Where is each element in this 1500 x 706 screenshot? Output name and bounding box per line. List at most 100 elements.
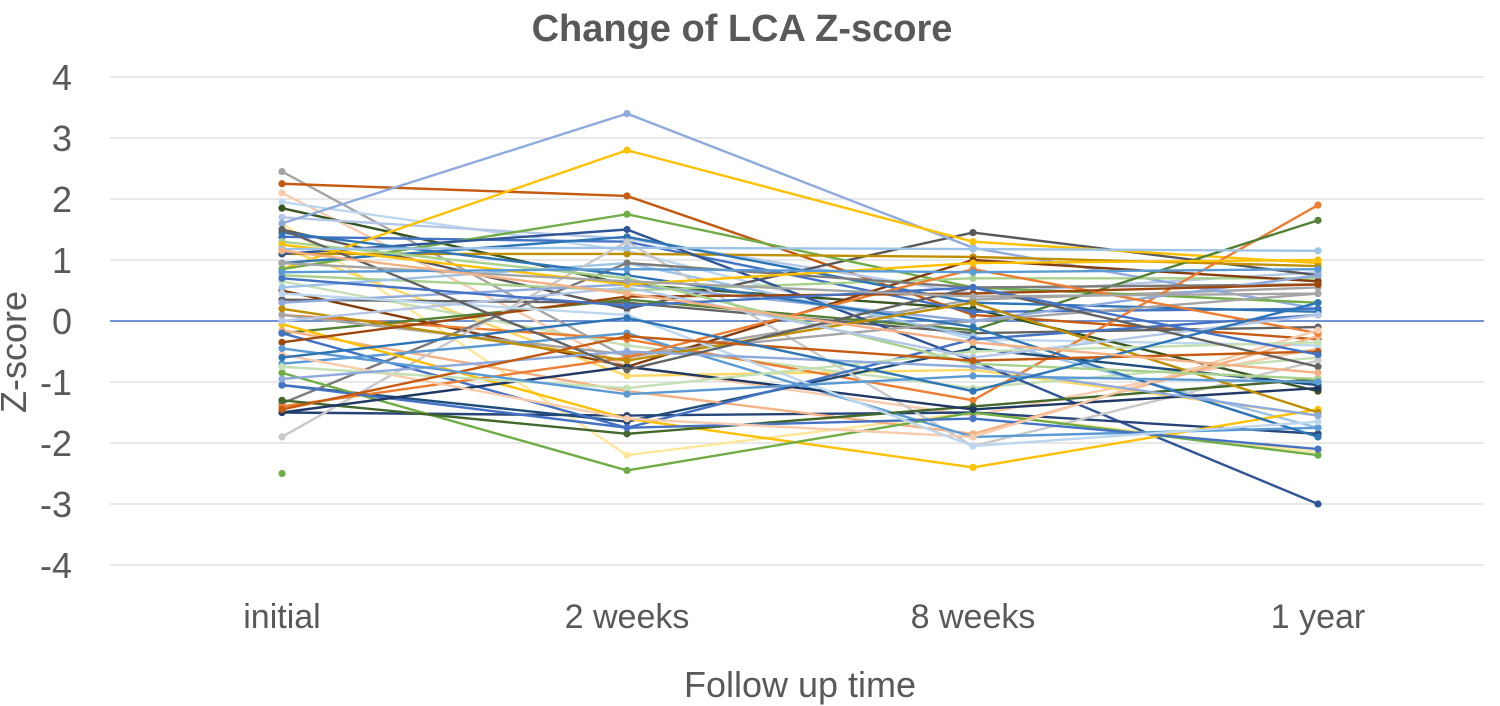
- data-point-marker: [1314, 201, 1322, 209]
- data-point-marker: [623, 384, 631, 392]
- series-line: [280, 240, 1320, 381]
- data-point-marker: [969, 372, 977, 380]
- series-line: [280, 280, 1320, 390]
- series-line: [280, 286, 1320, 359]
- data-point-marker: [623, 390, 631, 398]
- y-tick-label: -1: [40, 362, 72, 403]
- data-point-marker: [623, 366, 631, 374]
- x-tick-labels: initial 2 weeks 8 weeks 1 year: [243, 598, 1365, 636]
- data-point-marker: [969, 387, 977, 395]
- data-point-marker: [278, 354, 286, 362]
- data-point-marker: [1314, 411, 1322, 420]
- data-point-marker: [278, 338, 286, 346]
- data-point-marker: [623, 466, 631, 475]
- y-tick-label: 1: [52, 240, 72, 281]
- data-point-marker: [1314, 299, 1322, 307]
- data-point-marker: [1314, 384, 1322, 392]
- data-point-marker: [1314, 289, 1322, 298]
- data-point-marker: [278, 469, 286, 478]
- data-point-marker: [623, 289, 631, 298]
- data-point-marker: [278, 213, 286, 221]
- series-lines: [278, 110, 1322, 508]
- series-line: [280, 240, 1320, 448]
- data-point-marker: [969, 396, 977, 404]
- data-point-marker: [969, 299, 977, 307]
- data-point-marker: [623, 244, 631, 252]
- data-point-marker: [623, 372, 631, 380]
- x-tick-label: 2 weeks: [565, 598, 690, 636]
- data-point-marker: [278, 247, 286, 255]
- y-tick-label: 2: [52, 179, 72, 220]
- data-point-marker: [969, 363, 977, 371]
- data-point-marker: [278, 180, 286, 188]
- series-line: [280, 148, 1320, 271]
- data-point-marker: [278, 375, 286, 383]
- data-point-marker: [1314, 363, 1322, 371]
- data-point-marker: [278, 433, 286, 441]
- data-point-marker: [1314, 216, 1322, 224]
- data-point-marker: [1314, 311, 1322, 319]
- y-tick-label: -3: [40, 484, 72, 525]
- data-point-marker: [969, 338, 977, 346]
- data-point-marker: [1314, 500, 1322, 508]
- data-point-marker: [1314, 369, 1322, 377]
- data-point-marker: [1314, 280, 1322, 288]
- data-point-marker: [969, 442, 977, 450]
- data-point-marker: [969, 238, 977, 246]
- series-line: [280, 267, 1320, 274]
- data-point-marker: [1314, 378, 1322, 386]
- data-point-marker: [278, 363, 286, 371]
- data-point-marker: [623, 225, 631, 234]
- series-line: [280, 301, 1320, 393]
- data-point-marker: [1314, 445, 1322, 453]
- data-point-marker: [278, 369, 286, 377]
- data-point-marker: [278, 225, 286, 234]
- data-point-marker: [278, 167, 286, 176]
- data-point-marker: [1314, 271, 1322, 279]
- data-point-marker: [623, 314, 631, 322]
- data-point-marker: [969, 268, 977, 276]
- y-tick-labels: 4 3 2 1 0 -1 -2 -3 -4: [40, 57, 72, 586]
- series-line: [280, 267, 1320, 408]
- series-line: [280, 228, 1320, 371]
- data-point-marker: [278, 198, 286, 206]
- y-tick-label: 0: [52, 301, 72, 342]
- x-tick-label: 1 year: [1271, 598, 1366, 636]
- data-point-marker: [623, 451, 631, 459]
- data-point-marker: [1314, 357, 1322, 365]
- data-point-marker: [623, 259, 631, 267]
- series-line: [280, 277, 1320, 356]
- data-point-marker: [278, 344, 286, 353]
- series-line: [280, 243, 1320, 286]
- data-point-marker: [969, 433, 977, 441]
- x-tick-label: 8 weeks: [911, 598, 1036, 636]
- data-point-marker: [969, 405, 977, 414]
- data-point-marker: [623, 332, 631, 340]
- data-point-marker: [1314, 265, 1322, 273]
- series-line: [280, 235, 1320, 314]
- series-line: [280, 283, 1320, 344]
- y-tick-label: 3: [52, 118, 72, 159]
- data-point-marker: [1314, 433, 1322, 441]
- chart-title: Change of LCA Z-score: [532, 8, 953, 50]
- data-point-marker: [1314, 418, 1322, 426]
- data-point-marker: [969, 245, 977, 253]
- data-point-marker: [278, 189, 286, 197]
- series-line: [280, 328, 1320, 439]
- data-point-marker: [1314, 451, 1322, 459]
- data-point-marker: [278, 305, 286, 313]
- data-point-marker: [969, 323, 977, 331]
- series-line: [280, 274, 1320, 292]
- series-line: [280, 246, 1320, 253]
- data-point-marker: [969, 283, 977, 292]
- data-point-marker: [278, 274, 286, 282]
- data-point-marker: [1314, 247, 1322, 255]
- series-line: [280, 328, 1320, 436]
- data-point-marker: [278, 405, 286, 414]
- data-point-marker: [278, 268, 286, 276]
- data-point-marker: [623, 415, 631, 423]
- data-point-marker: [278, 311, 286, 319]
- data-point-marker: [969, 274, 977, 282]
- data-point-marker: [969, 415, 977, 423]
